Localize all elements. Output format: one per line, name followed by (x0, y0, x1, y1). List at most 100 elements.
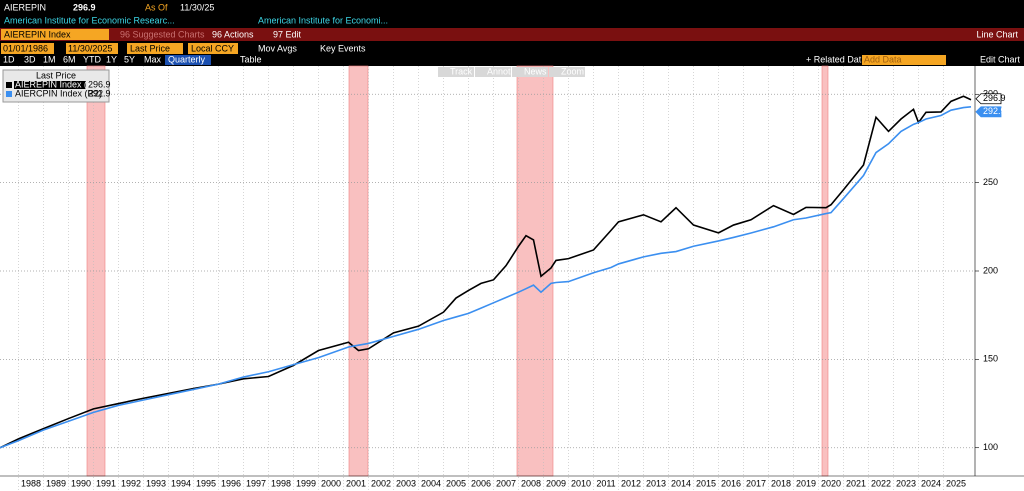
x-tick-label: 2021 (846, 478, 866, 488)
last-value-tag (975, 106, 1002, 118)
period-button[interactable]: 1M (43, 54, 56, 64)
x-tick-label: 1997 (246, 478, 266, 488)
x-tick-label: 1993 (146, 478, 166, 488)
start-date-text: 01/01/1986 (3, 43, 48, 53)
x-tick-label: 2020 (821, 478, 841, 488)
last-price: 296.9 (73, 2, 96, 12)
x-tick-label: 2010 (571, 478, 591, 488)
actions-menu[interactable]: 96 Actions (212, 29, 254, 39)
tool-label: Annotate (487, 66, 523, 76)
last-value-tag (975, 93, 1002, 105)
x-tick-label: 2008 (521, 478, 541, 488)
x-tick-label: 1992 (121, 478, 141, 488)
currency-select[interactable] (188, 43, 238, 54)
description: American Institute for Economi... (258, 15, 388, 25)
ticker: AIEREPIN (4, 2, 46, 12)
x-tick-label: 1998 (271, 478, 291, 488)
as-of-date: 11/30/25 (180, 2, 214, 12)
x-tick-label: 1989 (46, 478, 66, 488)
legend-value: 296.9 (88, 79, 111, 89)
x-tick-label: 2022 (871, 478, 891, 488)
x-tick-label: 2005 (446, 478, 466, 488)
x-tick-label: 1994 (171, 478, 191, 488)
plot-background (0, 66, 1024, 476)
tool-button (549, 67, 585, 77)
x-tick-label: 2016 (721, 478, 741, 488)
x-tick-label: 2007 (496, 478, 516, 488)
x-tick-label: 2023 (896, 478, 916, 488)
frequency-select[interactable] (165, 55, 211, 65)
x-tick-label: 1999 (296, 478, 316, 488)
table-button[interactable]: Table (240, 54, 262, 64)
x-tick-label: 2011 (596, 478, 615, 488)
x-tick-label: 2000 (321, 478, 341, 488)
y-tick-label: 200 (983, 265, 998, 275)
chart: 1988 1989 1990 1991 1992 1993 1994 1995 1996 1997… (0, 65, 1024, 491)
tool-label: Zoom (561, 66, 584, 76)
description: American Institute for Economic Researc.… (4, 15, 175, 25)
legend-value: 292.9 (88, 88, 111, 98)
security-input[interactable] (1, 29, 109, 40)
add-data-input[interactable] (862, 55, 946, 65)
x-tick-label: 1995 (196, 478, 216, 488)
series-line (0, 95, 972, 449)
x-tick-label: 2014 (671, 478, 691, 488)
chart-tools: Track Annotate News Zoom (438, 66, 585, 77)
add-data: Add Data (864, 54, 902, 64)
as-of-label: As Of (145, 2, 168, 12)
period-button[interactable]: 1D (3, 54, 15, 64)
x-tick-label: 2015 (696, 478, 716, 488)
x-tick-label: 2006 (471, 478, 491, 488)
related-data[interactable]: + Related Dat (806, 54, 862, 64)
x-tick-label: 1996 (221, 478, 241, 488)
security: AIEREPIN Index (4, 29, 71, 39)
legend-swatch (6, 91, 12, 97)
x-tick-label: 2002 (371, 478, 391, 488)
x-tick-label: 2024 (921, 478, 941, 488)
period-button[interactable]: 6M (63, 54, 76, 64)
start-date[interactable] (1, 43, 54, 54)
tool-label: News (524, 66, 547, 76)
last-value-label: 296.9 (983, 93, 1006, 103)
x-tick-label: 2009 (546, 478, 566, 488)
period-button[interactable]: Max (144, 54, 162, 64)
legend-highlight (14, 81, 86, 89)
field-select[interactable] (127, 43, 183, 54)
x-tick-label: 1990 (71, 478, 91, 488)
tool-button (438, 67, 474, 77)
x-tick-label: 2001 (346, 478, 366, 488)
view-name: Line Chart (976, 29, 1018, 39)
key-events[interactable]: Key Events (320, 43, 366, 53)
edit-menu[interactable]: 97 Edit (273, 29, 302, 39)
period-button[interactable]: 3D (24, 54, 36, 64)
tool-label: Track (450, 66, 473, 76)
edit-chart[interactable]: Edit Chart (980, 54, 1021, 64)
tool-button (512, 67, 548, 77)
frequency: Quarterly (168, 54, 206, 64)
x-tick-label: 1988 (21, 478, 41, 488)
tool-button (475, 67, 511, 77)
x-tick-label: 2025 (946, 478, 966, 488)
period-button[interactable]: 5Y (124, 54, 135, 64)
y-tick-label: 100 (983, 442, 998, 452)
end-date-text: 11/30/2025 (68, 43, 112, 53)
x-tick-label: 2018 (771, 478, 791, 488)
period-buttons: 1D 3D 1M 6M YTD 1Y 5Y Max (3, 54, 162, 64)
legend-title: Last Price (36, 70, 76, 80)
legend-label: AIEREPIN Index (R1) (15, 79, 102, 89)
legend-swatch (6, 82, 12, 88)
end-date[interactable] (66, 43, 118, 54)
period-button[interactable]: YTD (83, 54, 102, 64)
x-tick-label: 2019 (796, 478, 816, 488)
currency: Local CCY (191, 43, 234, 53)
y-tick-label: 250 (983, 177, 998, 187)
mov-avgs[interactable]: Mov Avgs (258, 43, 297, 53)
last-value-label: 292.9 (983, 106, 1006, 116)
period-button[interactable]: 1Y (106, 54, 117, 64)
suggested-charts[interactable]: 96 Suggested Charts (120, 29, 205, 39)
x-tick-label: 2013 (646, 478, 666, 488)
x-axis-band (0, 476, 1024, 491)
